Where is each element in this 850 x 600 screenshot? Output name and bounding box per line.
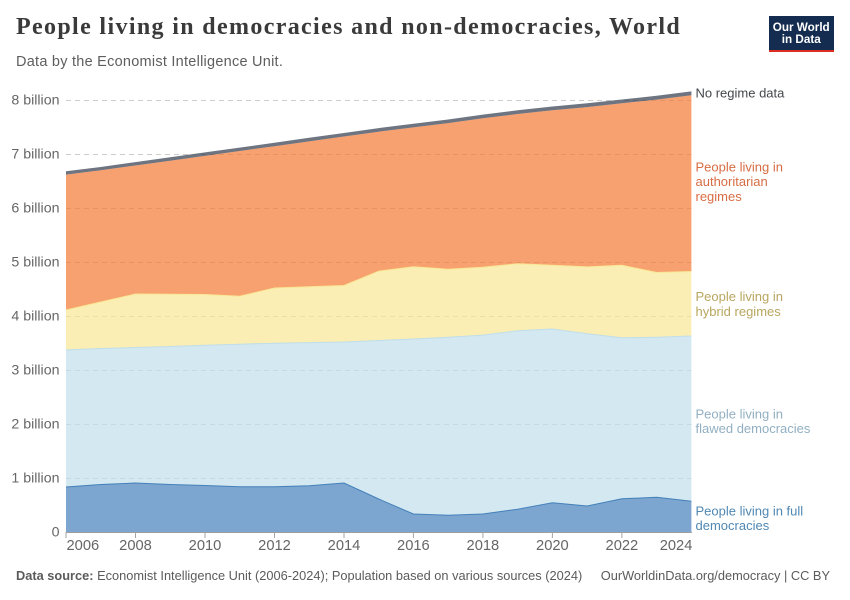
svg-text:2022: 2022 xyxy=(606,538,639,554)
svg-text:3 billion: 3 billion xyxy=(11,363,59,379)
svg-text:5 billion: 5 billion xyxy=(11,255,59,271)
svg-text:People living in: People living in xyxy=(696,160,783,175)
svg-text:8 billion: 8 billion xyxy=(11,93,59,109)
svg-text:authoritarian: authoritarian xyxy=(696,174,768,189)
svg-text:2014: 2014 xyxy=(328,538,361,554)
svg-text:No regime data: No regime data xyxy=(696,86,786,101)
svg-text:People living in: People living in xyxy=(696,289,783,304)
svg-text:2008: 2008 xyxy=(119,538,152,554)
svg-text:2020: 2020 xyxy=(536,538,569,554)
svg-text:2 billion: 2 billion xyxy=(11,417,59,433)
svg-text:2010: 2010 xyxy=(189,538,222,554)
svg-text:People living in: People living in xyxy=(696,406,783,421)
svg-text:2016: 2016 xyxy=(397,538,430,554)
svg-text:regimes: regimes xyxy=(696,189,743,204)
svg-text:1 billion: 1 billion xyxy=(11,471,59,487)
svg-text:2012: 2012 xyxy=(258,538,291,554)
svg-text:4 billion: 4 billion xyxy=(11,309,59,325)
svg-text:2024: 2024 xyxy=(660,538,693,554)
svg-text:flawed democracies: flawed democracies xyxy=(696,421,811,436)
svg-text:hybrid regimes: hybrid regimes xyxy=(696,304,782,319)
svg-text:6 billion: 6 billion xyxy=(11,201,59,217)
svg-text:2006: 2006 xyxy=(67,538,100,554)
svg-text:0: 0 xyxy=(52,525,60,541)
svg-text:2018: 2018 xyxy=(467,538,500,554)
svg-text:People living in full: People living in full xyxy=(696,504,804,519)
svg-text:7 billion: 7 billion xyxy=(11,147,59,163)
svg-text:democracies: democracies xyxy=(696,518,770,533)
